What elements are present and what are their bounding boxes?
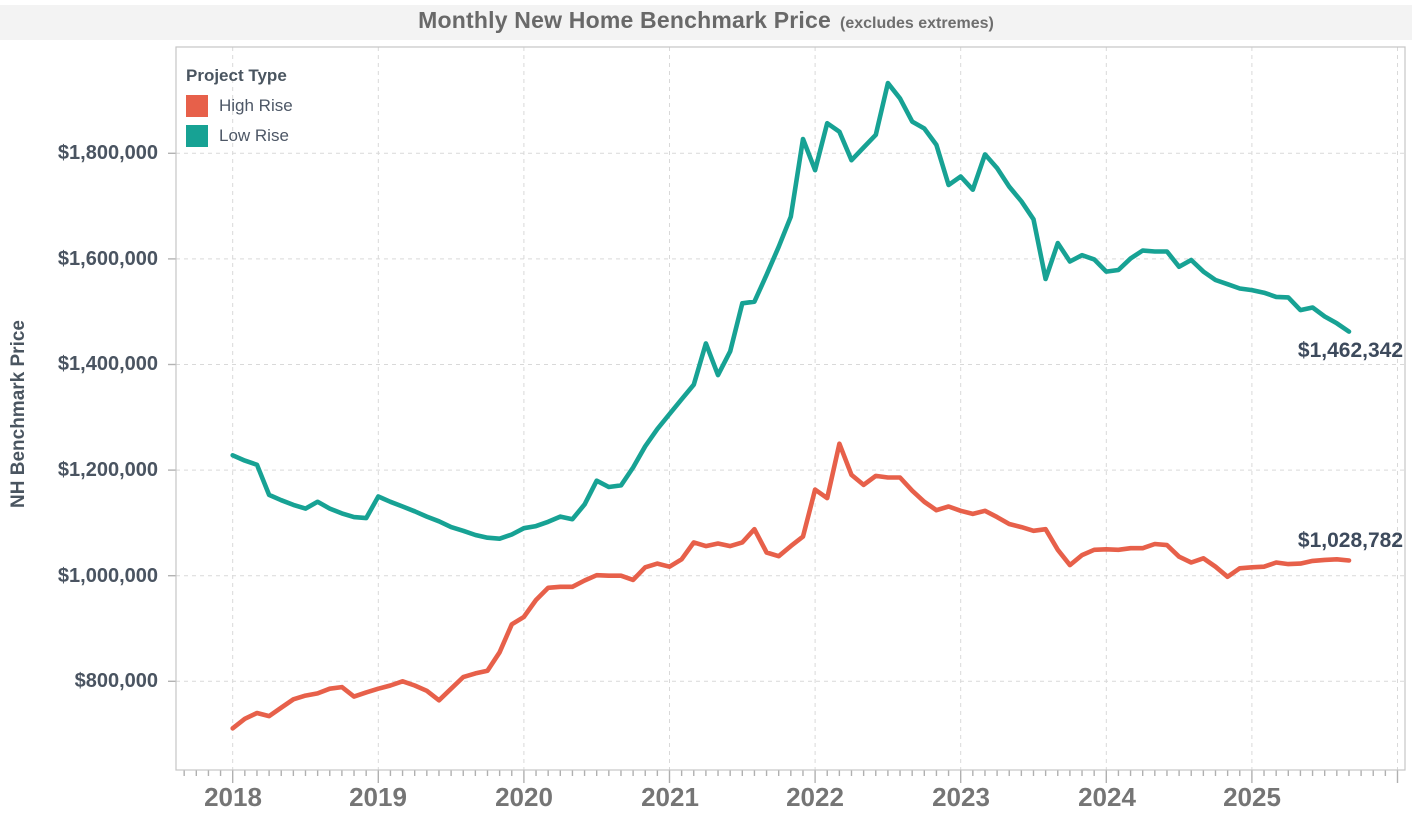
y-axis-title: NH Benchmark Price (8, 320, 29, 508)
line-high-rise[interactable] (230, 441, 1352, 731)
chart-title-bar: Monthly New Home Benchmark Price (exclud… (0, 5, 1412, 40)
line-low-rise[interactable] (230, 80, 1352, 542)
x-tick-label-2020: 2020 (495, 782, 553, 812)
chart-title: Monthly New Home Benchmark Price (418, 7, 831, 33)
legend-title: Project Type (186, 66, 287, 85)
y-tick-label-1800k: $1,800,000 (57, 142, 158, 164)
legend-item-high-rise[interactable]: High Rise (186, 95, 293, 117)
annotation-high-rise-value: $1,028,782 (1297, 529, 1403, 552)
x-tick-label-2018: 2018 (204, 782, 262, 812)
low-rise-swatch-icon (186, 125, 208, 147)
legend: Project Type High Rise Low Rise (186, 66, 293, 155)
y-tick-label-1200k: $1,200,000 (57, 459, 158, 481)
legend-label-low-rise: Low Rise (219, 126, 289, 145)
x-tick-label-2019: 2019 (349, 782, 407, 812)
y-tick-label-1600k: $1,600,000 (57, 248, 158, 270)
x-tick-label-2023: 2023 (932, 782, 990, 812)
x-tick-label-2025: 2025 (1223, 782, 1281, 812)
x-tick-label-2021: 2021 (641, 782, 699, 812)
y-tick-label-1400k: $1,400,000 (57, 353, 158, 375)
x-tick-label-2022: 2022 (786, 782, 844, 812)
annotation-low-rise-value: $1,462,342 (1297, 339, 1403, 362)
y-tick-label-1000k: $1,000,000 (57, 565, 158, 587)
legend-label-high-rise: High Rise (219, 96, 293, 115)
legend-item-low-rise[interactable]: Low Rise (186, 125, 293, 147)
y-tick-label-800k: $800,000 (74, 670, 158, 692)
chart-subtitle: (excludes extremes) (839, 15, 994, 32)
high-rise-swatch-icon (186, 95, 208, 117)
plot-border (175, 46, 1406, 771)
x-tick-label-2024: 2024 (1078, 782, 1136, 812)
